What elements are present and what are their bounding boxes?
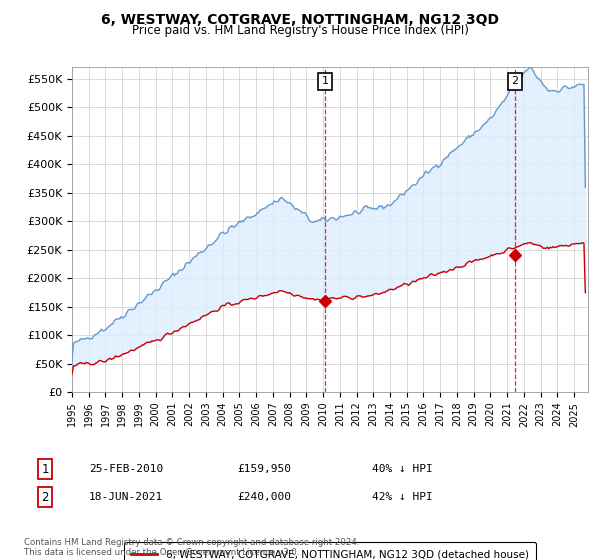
Legend: 6, WESTWAY, COTGRAVE, NOTTINGHAM, NG12 3QD (detached house), HPI: Average price,: 6, WESTWAY, COTGRAVE, NOTTINGHAM, NG12 3… bbox=[124, 542, 536, 560]
Text: 40% ↓ HPI: 40% ↓ HPI bbox=[371, 464, 433, 474]
Text: Price paid vs. HM Land Registry's House Price Index (HPI): Price paid vs. HM Land Registry's House … bbox=[131, 24, 469, 38]
Text: 6, WESTWAY, COTGRAVE, NOTTINGHAM, NG12 3QD: 6, WESTWAY, COTGRAVE, NOTTINGHAM, NG12 3… bbox=[101, 13, 499, 27]
Text: Contains HM Land Registry data © Crown copyright and database right 2024.
This d: Contains HM Land Registry data © Crown c… bbox=[24, 538, 359, 557]
Text: 25-FEB-2010: 25-FEB-2010 bbox=[89, 464, 163, 474]
Text: 2: 2 bbox=[41, 491, 49, 504]
Text: 2: 2 bbox=[511, 77, 518, 86]
Text: 1: 1 bbox=[41, 463, 49, 476]
Text: 18-JUN-2021: 18-JUN-2021 bbox=[89, 492, 163, 502]
Text: 42% ↓ HPI: 42% ↓ HPI bbox=[371, 492, 433, 502]
Text: 1: 1 bbox=[322, 77, 329, 86]
Text: £159,950: £159,950 bbox=[237, 464, 291, 474]
Text: £240,000: £240,000 bbox=[237, 492, 291, 502]
